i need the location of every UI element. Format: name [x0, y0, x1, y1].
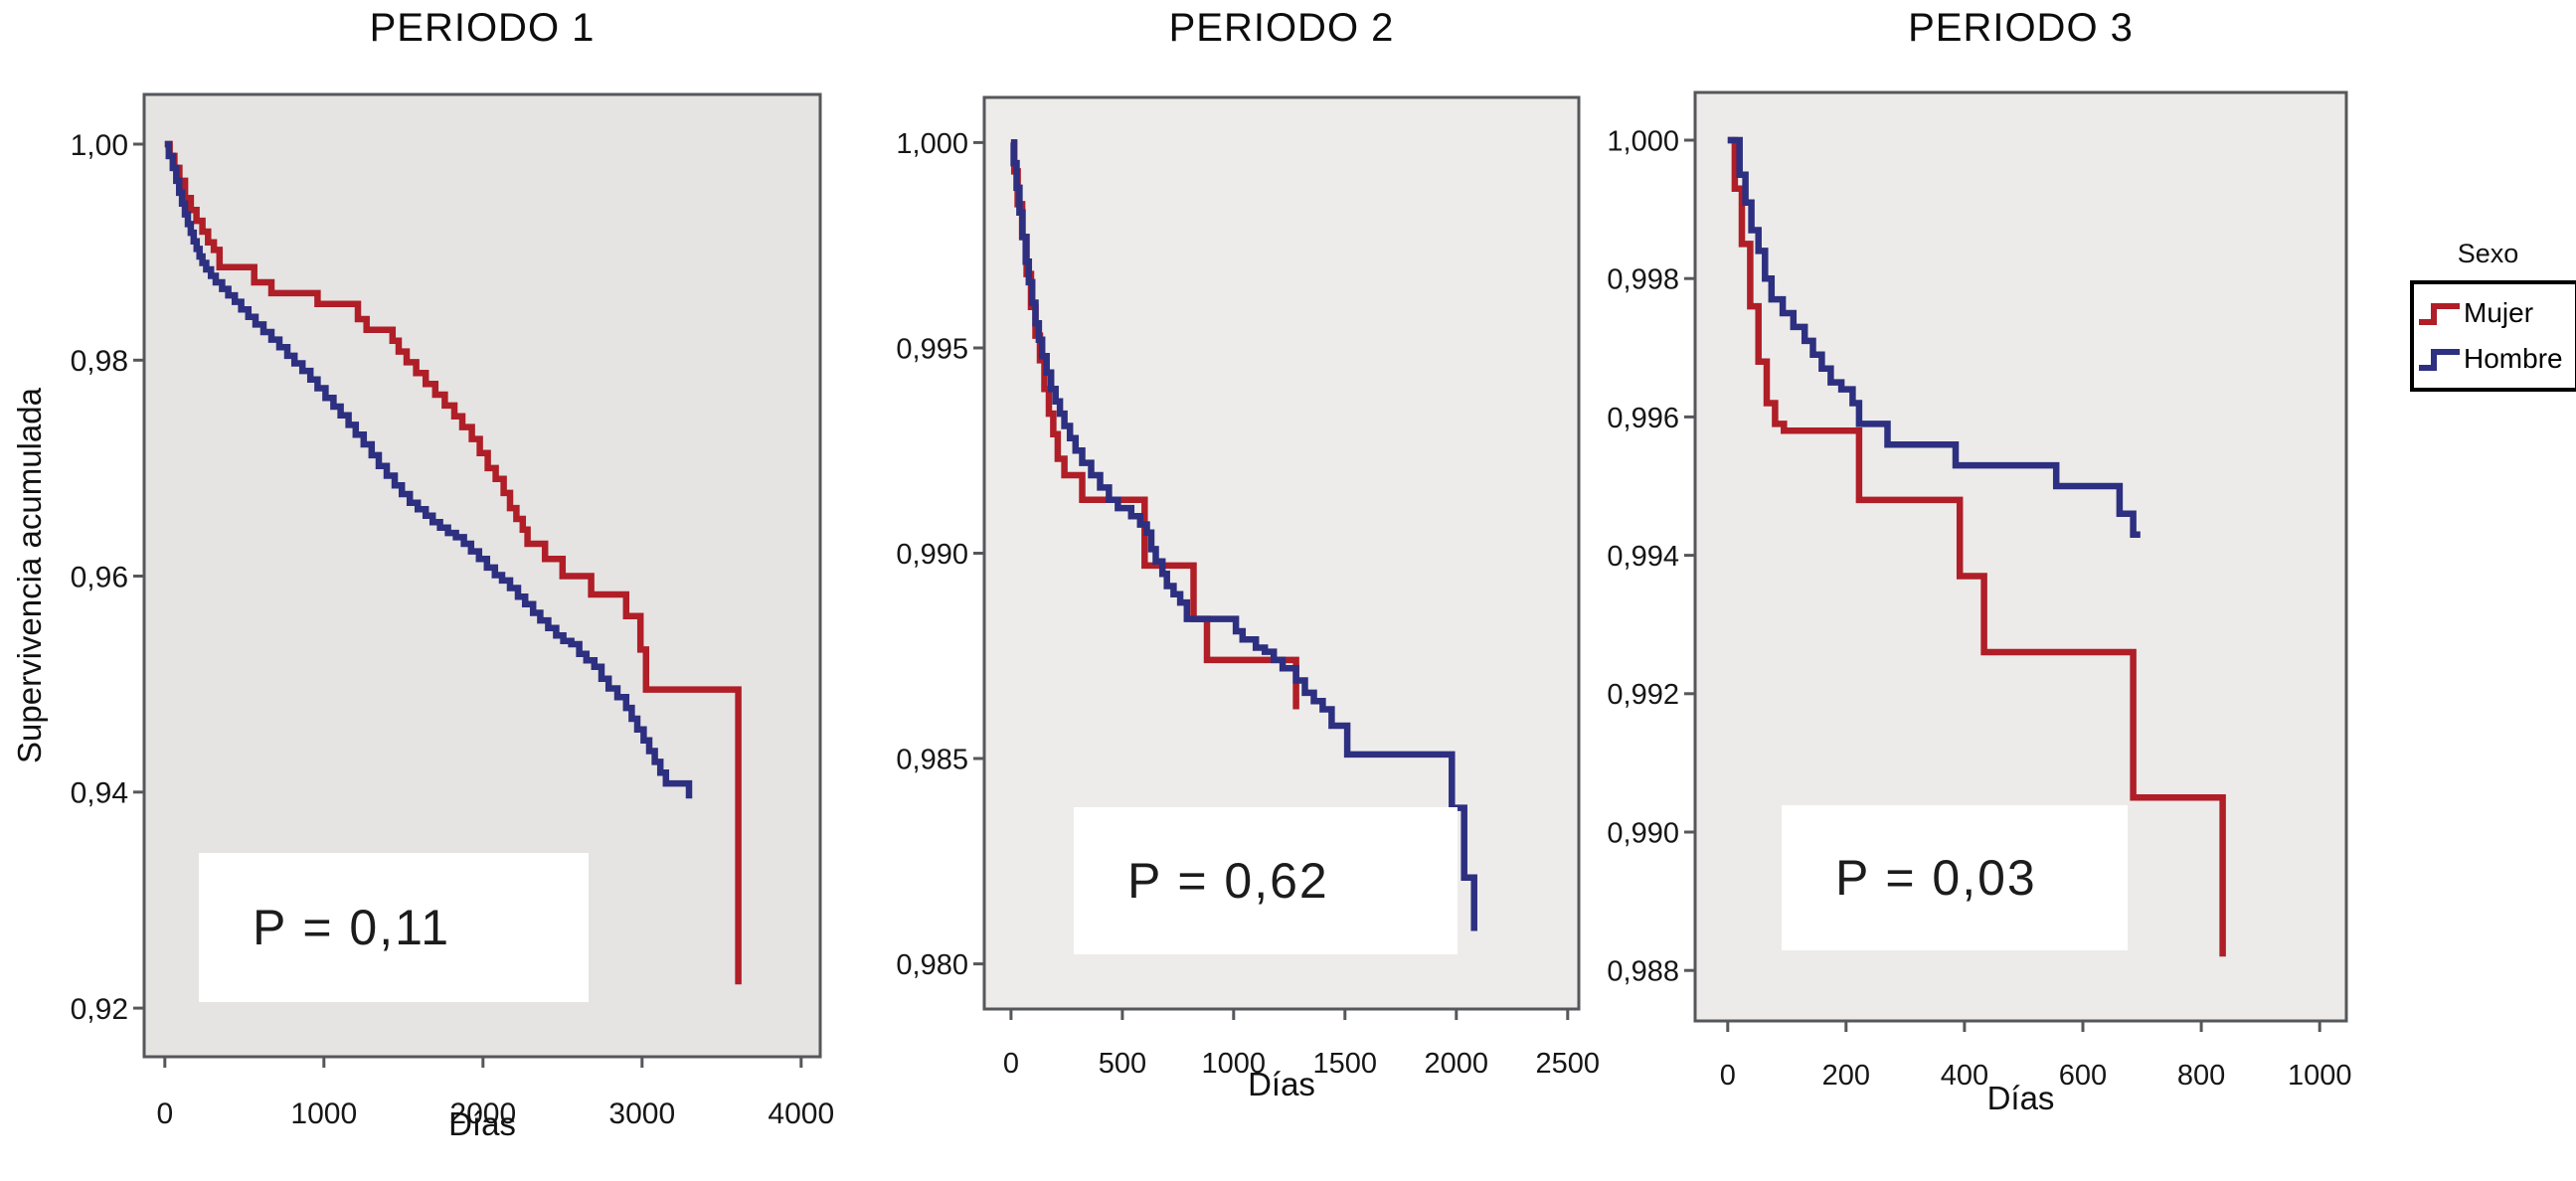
x-tick-label: 800 [2177, 1060, 2225, 1092]
x-tick-label: 200 [1822, 1060, 1870, 1092]
x-tick-label: 1000 [290, 1097, 357, 1130]
y-tick-label: 0,98 [71, 345, 128, 378]
panel1-pvalue-box: P = 0,11 [199, 853, 589, 1002]
panel3-title: PERIODO 3 [1908, 6, 2134, 50]
y-tick-label: 0,998 [1607, 264, 1679, 296]
y-tick-label: 0,995 [896, 333, 968, 365]
x-tick-label: 2500 [1536, 1048, 1601, 1080]
y-tick-label: 0,992 [1607, 679, 1679, 711]
y-axis-title: Supervivencia acumulada [11, 388, 48, 763]
panel1-pvalue-text: P = 0,11 [253, 900, 451, 955]
panel1-title: PERIODO 1 [369, 6, 596, 50]
panel3-pvalue-box: P = 0,03 [1782, 805, 2128, 950]
x-tick-label: 0 [1720, 1060, 1736, 1092]
panel3-mujer-curve [1727, 136, 2226, 957]
panel2-hombre-curve [1010, 139, 1477, 931]
panel2-pvalue-box: P = 0,62 [1074, 807, 1458, 954]
y-tick-label: 0,96 [71, 561, 128, 593]
hombre-step-line-icon [2419, 349, 2460, 371]
y-tick-label: 1,00 [71, 129, 128, 162]
mujer-step-line-icon [2419, 303, 2460, 325]
legend-item-mujer: Mujer [2416, 290, 2573, 336]
x-tick-label: 4000 [768, 1097, 834, 1130]
y-tick-label: 0,985 [896, 744, 968, 775]
x-tick-label: 2000 [1425, 1048, 1489, 1080]
panel2-x-axis-title: Días [1248, 1066, 1315, 1102]
x-tick-label: 1000 [2288, 1060, 2352, 1092]
panel2-pvalue-text: P = 0,62 [1127, 853, 1329, 909]
x-tick-label: 0 [1003, 1048, 1019, 1080]
y-tick-label: 0,990 [896, 539, 968, 571]
y-tick-label: 0,94 [71, 777, 128, 810]
y-tick-label: 1,000 [896, 128, 968, 160]
x-tick-label: 1000 [1202, 1048, 1267, 1080]
y-tick-label: 0,994 [1607, 541, 1679, 573]
panel3-hombre-curve [1727, 136, 2141, 538]
x-tick-label: 500 [1099, 1048, 1146, 1080]
panel3-pvalue-text: P = 0,03 [1835, 850, 2037, 906]
x-tick-label: 2000 [449, 1097, 516, 1130]
x-tick-label: 600 [2059, 1060, 2107, 1092]
legend-item-hombre: Hombre [2416, 336, 2573, 382]
panel3-x-axis-title: Días [1986, 1080, 2055, 1116]
panel1-x-axis-title: Días [448, 1105, 516, 1142]
y-tick-label: 0,996 [1607, 403, 1679, 434]
legend-title: Sexo [2457, 239, 2519, 268]
x-tick-label: 0 [156, 1097, 173, 1130]
panel2-title: PERIODO 2 [1168, 6, 1395, 50]
x-tick-label: 3000 [608, 1097, 675, 1130]
legend-box: Mujer Hombre [2410, 280, 2576, 392]
y-tick-label: 0,988 [1607, 956, 1679, 988]
y-tick-label: 0,92 [71, 993, 128, 1026]
legend-label-mujer: Mujer [2464, 297, 2534, 328]
x-tick-label: 400 [1941, 1060, 1988, 1092]
y-tick-label: 0,980 [896, 949, 968, 981]
panel1-hombre-curve [164, 140, 693, 799]
y-tick-label: 1,000 [1607, 125, 1679, 157]
x-tick-label: 1500 [1313, 1048, 1378, 1080]
panel1-mujer-curve [164, 140, 742, 985]
legend-label-hombre: Hombre [2464, 343, 2563, 374]
y-tick-label: 0,990 [1607, 817, 1679, 849]
